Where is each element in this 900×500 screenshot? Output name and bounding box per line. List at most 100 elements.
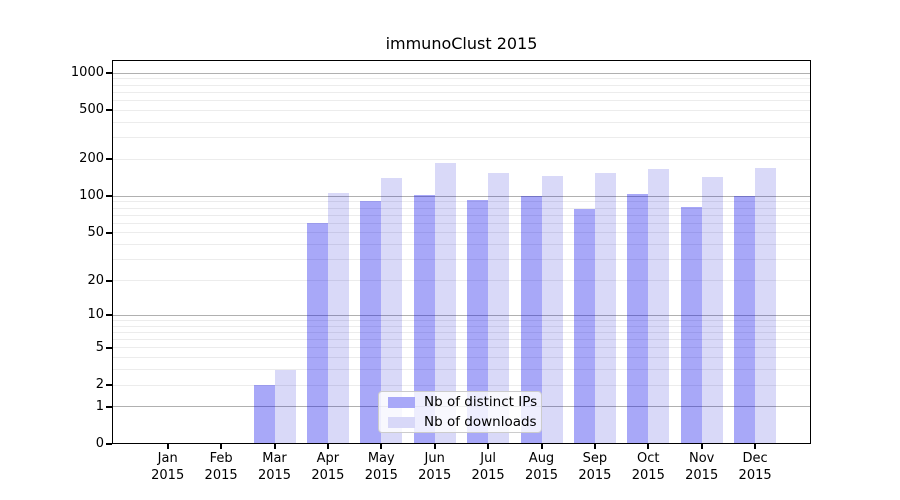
y-tick-label-50: 50 xyxy=(87,224,104,240)
bar-jun-downloads xyxy=(434,163,456,444)
x-tick-label-jun: Jun 2015 xyxy=(403,450,467,484)
x-tick-label-apr: Apr 2015 xyxy=(296,450,360,484)
x-tick-label-dec: Dec 2015 xyxy=(723,450,787,484)
y-tick-20 xyxy=(106,279,112,282)
bar-nov-distinct-ips xyxy=(680,207,702,444)
x-tick-label-year: 2015 xyxy=(151,468,185,483)
y-tick-2 xyxy=(106,384,112,387)
gridline-minor-40 xyxy=(113,244,810,246)
y-tick-label-5: 5 xyxy=(95,339,104,355)
gridline-minor-4 xyxy=(113,357,810,359)
y-tick-5 xyxy=(106,346,112,349)
x-tick-label-month: Nov xyxy=(689,451,715,466)
gridline-minor-80 xyxy=(113,207,810,209)
y-tick-label-1: 1 xyxy=(95,398,104,414)
gridline-minor-7 xyxy=(113,331,810,333)
bar-apr-downloads xyxy=(327,193,349,444)
x-tick-label-year: 2015 xyxy=(311,468,345,483)
x-tick-label-month: Mar xyxy=(262,451,287,466)
x-tick-label-month: Sep xyxy=(582,451,608,466)
gridline-minor-90 xyxy=(113,201,810,203)
x-tick-label-month: Jan xyxy=(157,451,178,466)
y-tick-label-500: 500 xyxy=(79,102,104,118)
x-tick-label-year: 2015 xyxy=(418,468,452,483)
gridline-minor-70 xyxy=(113,214,810,216)
legend-item-distinct-ips: Nb of distinct IPs xyxy=(379,394,541,410)
y-tick-200 xyxy=(106,158,112,161)
bar-sep-downloads xyxy=(594,172,616,444)
gridline-minor-600 xyxy=(113,100,810,102)
gridline-minor-3 xyxy=(113,369,810,371)
gridline-minor-5 xyxy=(113,347,810,349)
x-tick-label-year: 2015 xyxy=(471,468,505,483)
x-tick-mar xyxy=(273,444,276,449)
bar-mar-downloads xyxy=(274,369,296,444)
legend: Nb of distinct IPs Nb of downloads xyxy=(378,391,542,433)
bar-apr-distinct-ips xyxy=(306,223,328,444)
gridline-minor-30 xyxy=(113,259,810,261)
bar-dec-distinct-ips xyxy=(734,196,756,444)
x-tick-label-sep: Sep 2015 xyxy=(563,450,627,484)
x-tick-label-jul: Jul 2015 xyxy=(456,450,520,484)
chart-title: immunoClust 2015 xyxy=(385,34,538,53)
x-tick-label-month: Jun xyxy=(424,451,445,466)
gridline-minor-2 xyxy=(113,384,810,386)
legend-swatch-distinct-ips xyxy=(388,396,415,408)
x-tick-label-aug: Aug 2015 xyxy=(510,450,574,484)
x-tick-label-jan: Jan 2015 xyxy=(136,450,200,484)
x-tick-jun xyxy=(433,444,436,449)
gridline-minor-9 xyxy=(113,319,810,321)
y-tick-1 xyxy=(106,405,112,408)
x-tick-aug xyxy=(540,444,543,449)
gridline-minor-200 xyxy=(113,158,810,160)
bar-oct-downloads xyxy=(648,168,670,444)
legend-label-downloads: Nb of downloads xyxy=(424,414,537,430)
x-tick-label-year: 2015 xyxy=(685,468,719,483)
x-tick-feb xyxy=(220,444,223,449)
gridline-major-10 xyxy=(113,314,810,316)
x-tick-oct xyxy=(647,444,650,449)
gridline-minor-800 xyxy=(113,84,810,86)
x-tick-jul xyxy=(487,444,490,449)
y-tick-label-200: 200 xyxy=(79,151,104,167)
x-tick-label-year: 2015 xyxy=(204,468,238,483)
bar-may-downloads xyxy=(381,178,403,444)
bar-oct-distinct-ips xyxy=(627,194,649,444)
y-tick-50 xyxy=(106,231,112,234)
x-tick-label-nov: Nov 2015 xyxy=(670,450,734,484)
y-tick-100 xyxy=(106,195,112,198)
x-tick-label-month: Dec xyxy=(742,451,768,466)
y-tick-label-20: 20 xyxy=(87,272,104,288)
x-tick-label-oct: Oct 2015 xyxy=(616,450,680,484)
gridline-minor-8 xyxy=(113,325,810,327)
x-tick-label-feb: Feb 2015 xyxy=(189,450,253,484)
x-tick-dec xyxy=(754,444,757,449)
x-tick-label-mar: Mar 2015 xyxy=(243,450,307,484)
x-tick-label-year: 2015 xyxy=(631,468,665,483)
x-tick-label-year: 2015 xyxy=(257,468,292,483)
gridline-minor-500 xyxy=(113,109,810,111)
x-tick-jan xyxy=(166,444,169,449)
x-tick-label-year: 2015 xyxy=(364,468,398,483)
gridline-minor-50 xyxy=(113,232,810,234)
x-tick-label-month: Oct xyxy=(637,451,660,466)
gridline-minor-20 xyxy=(113,280,810,282)
x-tick-label-month: Apr xyxy=(316,451,340,466)
y-tick-500 xyxy=(106,109,112,112)
x-tick-nov xyxy=(700,444,703,449)
x-tick-label-month: May xyxy=(367,451,395,466)
gridline-minor-900 xyxy=(113,78,810,80)
x-tick-may xyxy=(380,444,383,449)
y-tick-label-100: 100 xyxy=(79,188,104,204)
bar-jul-distinct-ips xyxy=(467,200,489,444)
bar-mar-distinct-ips xyxy=(253,385,275,444)
legend-item-downloads: Nb of downloads xyxy=(379,414,541,430)
x-tick-label-year: 2015 xyxy=(524,468,559,483)
y-tick-label-10: 10 xyxy=(87,307,104,323)
gridline-minor-700 xyxy=(113,91,810,93)
x-tick-label-year: 2015 xyxy=(738,468,772,483)
x-tick-apr xyxy=(326,444,329,449)
x-tick-label-month: Feb xyxy=(209,451,233,466)
x-tick-label-month: Jul xyxy=(480,451,496,466)
gridline-minor-60 xyxy=(113,222,810,224)
